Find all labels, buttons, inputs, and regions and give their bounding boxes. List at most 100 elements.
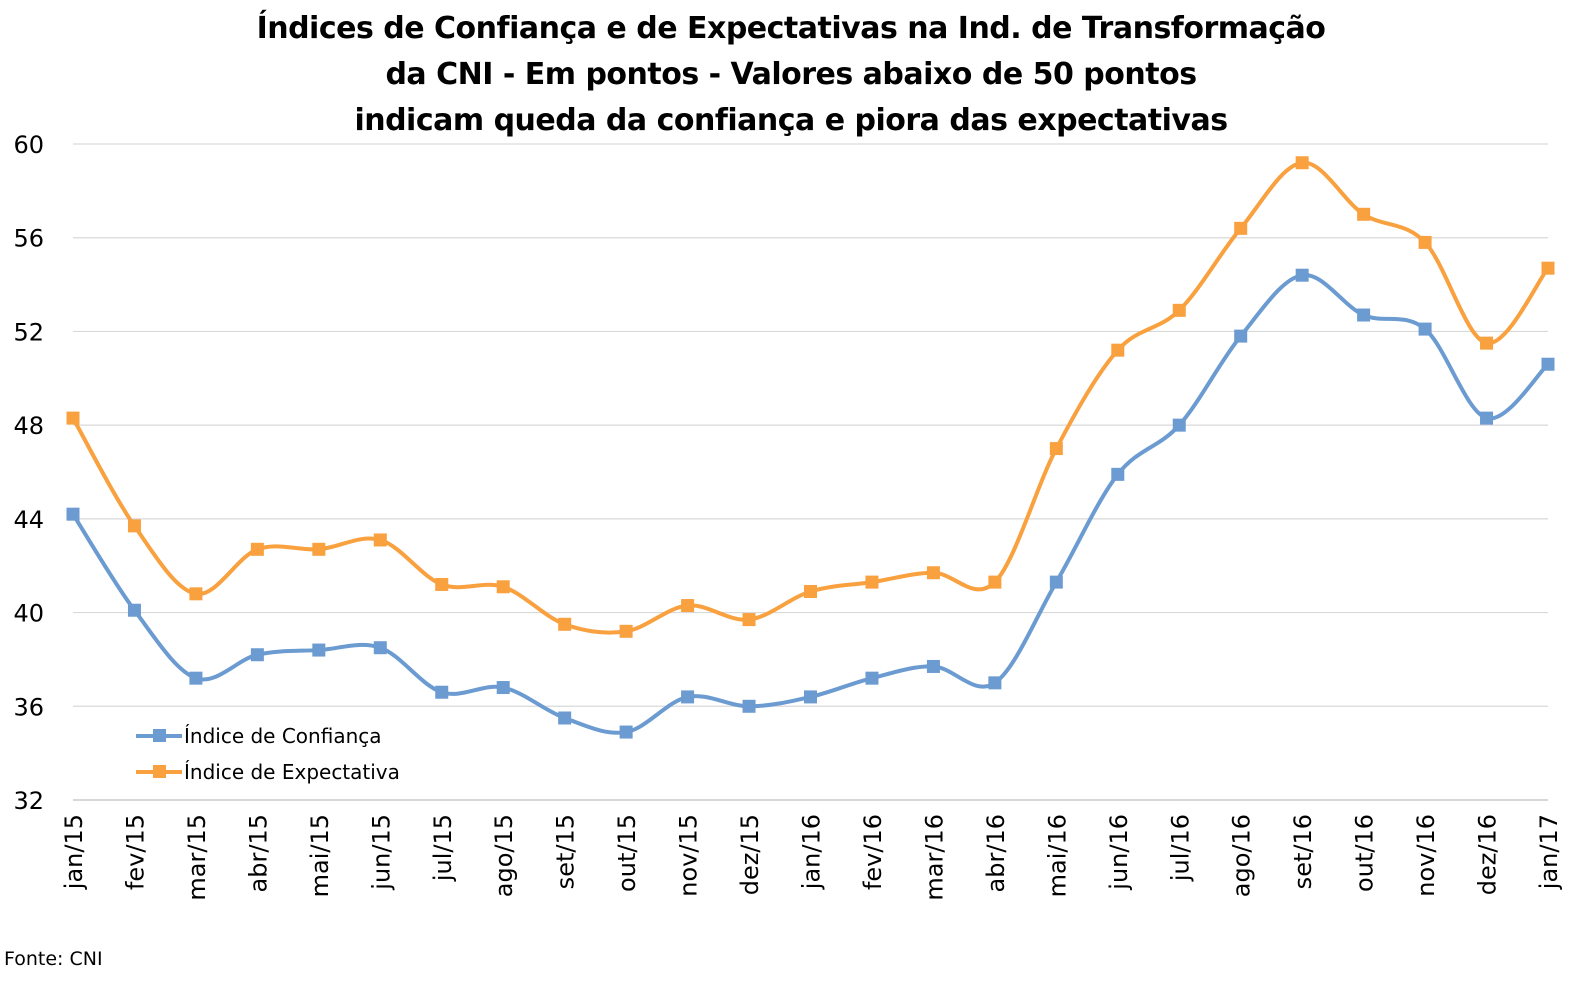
data-point-marker [865,575,879,589]
data-point-marker [312,643,326,657]
data-point-marker [1049,575,1063,589]
data-point-marker [1480,336,1494,350]
source-note: Fonte: CNI [4,948,103,970]
data-point-marker [681,599,695,613]
data-point-marker [558,711,572,725]
data-point-marker [1295,268,1309,282]
data-point-marker [742,699,756,713]
series-expectativa [66,156,1555,638]
x-tick-label: set/15 [552,814,580,889]
x-tick-label: mai/15 [306,814,334,897]
data-point-marker [865,671,879,685]
data-point-marker [373,533,387,547]
data-point-marker [1111,467,1125,481]
x-tick-label: out/15 [613,814,641,892]
data-point-marker [127,603,141,617]
legend: Índice de Confiança Índice de Expectativ… [136,718,400,790]
series-confianca [66,268,1555,739]
data-point-marker [804,584,817,598]
x-tick-label: out/16 [1351,814,1379,892]
series-line [71,160,1550,635]
x-tick-label: jun/16 [1105,814,1133,891]
data-point-marker [189,671,203,685]
data-point-marker [250,648,264,662]
data-point-marker [804,690,817,704]
x-tick-label: mar/16 [920,814,948,901]
data-point-marker [1357,308,1371,322]
x-tick-label: jul/16 [1166,814,1194,882]
x-tick-label: jan/16 [798,814,826,890]
series-line [71,273,1550,735]
data-point-marker [1418,235,1432,249]
y-tick-label: 52 [13,318,44,346]
x-tick-label: fev/15 [121,814,149,890]
data-point-marker [1049,442,1063,456]
data-point-marker [1172,418,1186,432]
data-point-marker [373,641,387,655]
data-point-marker [496,580,510,594]
data-point-marker [619,624,633,638]
data-point-marker [988,575,1002,589]
x-tick-label: nov/16 [1412,814,1440,897]
y-tick-label: 56 [13,225,44,253]
x-axis: jan/15 fev/15 mar/15 abr/15 mai/15 jun/15 jul/… [60,814,1563,901]
x-tick-label: jun/15 [367,814,395,891]
x-tick-label: dez/15 [736,814,764,895]
chart-title-line-3: indicam queda da confiança e piora das e… [354,103,1228,138]
y-tick-label: 48 [13,412,44,440]
data-point-marker [926,566,940,580]
data-point-marker [1418,322,1432,336]
data-point-marker [66,411,80,425]
data-point-marker [1357,207,1371,221]
data-point-marker [1234,329,1248,343]
y-tick-label: 44 [13,506,44,534]
x-tick-label: set/16 [1289,814,1317,889]
data-point-marker [742,613,756,627]
data-point-marker [435,577,449,591]
chart-title-line-1: Índices de Confiança e de Expectativas n… [256,11,1326,46]
legend-label-expectativa: Índice de Expectativa [184,760,400,784]
x-tick-label: jul/15 [429,814,457,882]
x-tick-label: mai/16 [1043,814,1071,897]
chart-title-line-2: da CNI - Em pontos - Valores abaixo de 5… [385,57,1197,92]
y-axis: 32 36 40 44 48 52 56 60 [13,131,44,815]
data-point-marker [1111,343,1125,357]
data-point-marker [435,685,449,699]
data-series [66,156,1555,739]
x-tick-label: nov/15 [675,814,703,897]
y-tick-label: 40 [13,600,44,628]
x-tick-label: ago/16 [1228,814,1256,897]
y-tick-label: 32 [13,787,44,815]
chart-title: Índices de Confiança e de Expectativas n… [0,6,1582,144]
legend-swatch-confianca [136,729,182,742]
x-tick-label: ago/15 [490,814,518,897]
legend-label-confianca: Índice de Confiança [184,724,382,748]
data-point-marker [1480,411,1494,425]
legend-swatch-expectativa [136,765,182,778]
gridlines [73,143,1548,801]
x-tick-label: dez/16 [1474,814,1502,895]
data-point-marker [312,542,326,556]
data-point-marker [496,681,510,695]
y-tick-label: 36 [13,693,44,721]
x-tick-label: fev/16 [859,814,887,890]
x-tick-label: abr/16 [982,814,1010,892]
x-tick-label: mar/15 [183,814,211,901]
data-point-marker [926,659,940,673]
data-point-marker [1541,357,1555,371]
data-point-marker [1541,261,1555,275]
data-point-marker [619,725,633,739]
x-tick-label: abr/15 [244,814,272,892]
data-point-marker [250,542,264,556]
data-point-marker [66,507,80,521]
legend-item-expectativa: Índice de Expectativa [136,754,400,790]
data-point-marker [1172,303,1186,317]
data-point-marker [127,519,141,533]
data-point-marker [189,587,203,601]
data-point-marker [1295,156,1309,170]
data-point-marker [1234,221,1248,235]
x-tick-label: jan/15 [60,814,88,890]
y-tick-label: 60 [13,131,44,159]
